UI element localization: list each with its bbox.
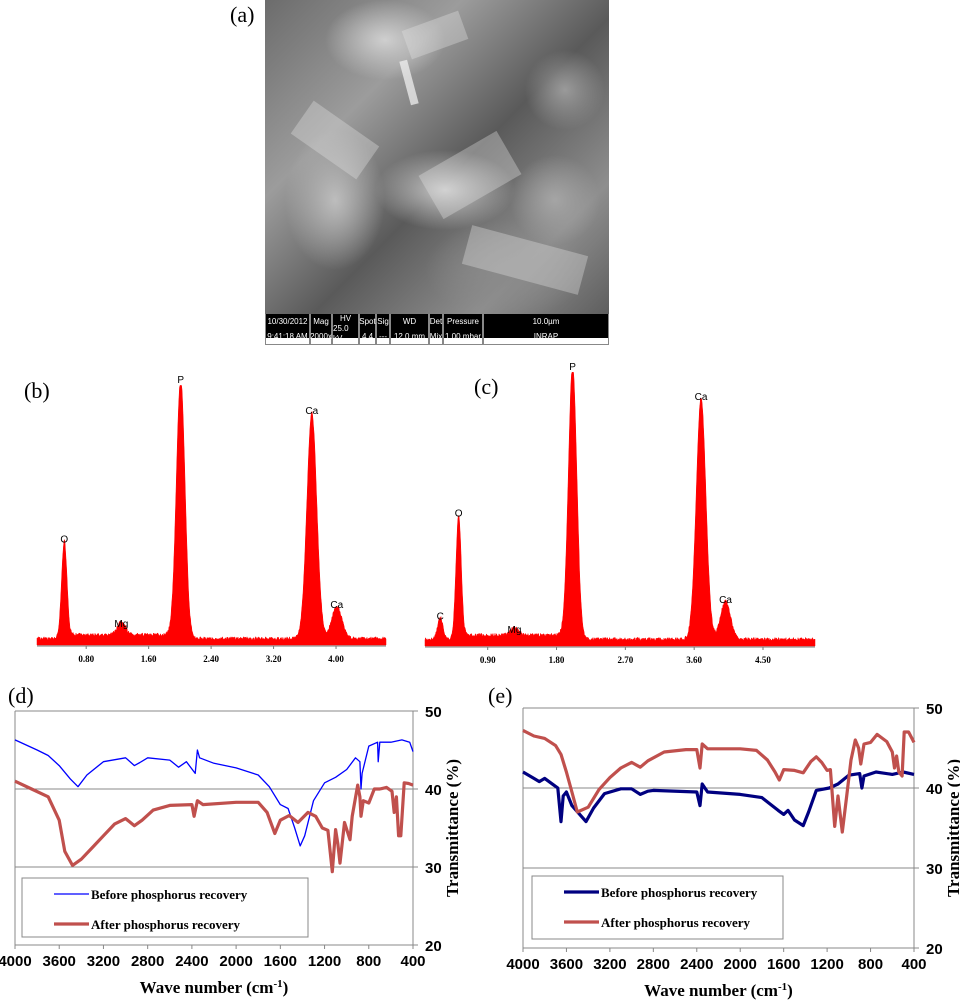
- x-tick-label: 2000: [724, 956, 757, 973]
- peak-label-ca: Ca: [695, 392, 708, 403]
- x-tick-label: 4000: [0, 953, 32, 970]
- peak-label-mg: Mg: [508, 625, 522, 636]
- x-tick-label: 3.60: [686, 655, 702, 665]
- peak-label-c: C: [437, 611, 444, 622]
- x-tick-label: 800: [356, 953, 381, 970]
- y-tick-label: 40: [926, 781, 943, 798]
- peak-label-ca: Ca: [719, 595, 732, 606]
- x-tick-label: 3.20: [266, 654, 282, 664]
- y-tick-label: 30: [425, 860, 442, 877]
- peak-label-p: P: [569, 362, 576, 373]
- series-line-before: [523, 772, 914, 826]
- x-tick-label: 2800: [131, 953, 164, 970]
- legend-label: After phosphorus recovery: [91, 917, 241, 932]
- x-tick-label: 1.60: [141, 654, 157, 664]
- legend-label: Before phosphorus recovery: [601, 885, 758, 900]
- superscript: -1: [273, 978, 282, 990]
- x-tick-label: 4.50: [755, 655, 771, 665]
- y-tick-label: 50: [926, 701, 943, 718]
- series-line-after: [15, 781, 413, 872]
- x-tick-label: 3200: [87, 953, 120, 970]
- y-tick-label: 30: [926, 861, 943, 878]
- x-tick-label: 3200: [593, 956, 626, 973]
- superscript: -1: [778, 981, 787, 993]
- x-tick-label: 1600: [767, 956, 800, 973]
- y-tick-label: 20: [926, 941, 943, 958]
- paren: ): [283, 978, 289, 997]
- x-tick-label: 3600: [43, 953, 76, 970]
- x-tick-label: 800: [858, 956, 883, 973]
- legend-label: After phosphorus recovery: [601, 915, 751, 930]
- y-tick-label: 20: [425, 938, 442, 955]
- y-tick-label: 50: [425, 704, 442, 721]
- x-tick-label: 400: [901, 956, 926, 973]
- paren: ): [787, 981, 793, 1000]
- x-tick-label: 2400: [175, 953, 208, 970]
- x-tick-label: 1200: [308, 953, 341, 970]
- x-tick-label: 1200: [810, 956, 843, 973]
- peak-label-ca: Ca: [330, 600, 343, 611]
- x-tick-label: 2400: [680, 956, 713, 973]
- x-tick-label: 400: [400, 953, 425, 970]
- peak-label-o: O: [455, 508, 463, 519]
- x-tick-label: 0.80: [78, 654, 94, 664]
- x-tick-label: 2800: [637, 956, 670, 973]
- x-tick-label: 2.70: [617, 655, 633, 665]
- x-tick-label: 2.40: [203, 654, 219, 664]
- y-axis-title: Transmittance (%): [443, 759, 462, 897]
- x-tick-label: 2000: [219, 953, 252, 970]
- y-axis-title: Transmittance (%): [944, 759, 960, 897]
- x-axis-title: Wave number (cm-1): [140, 978, 289, 997]
- x-tick-label: 1600: [264, 953, 297, 970]
- x-axis-title: Wave number (cm-1): [644, 981, 793, 1000]
- series-line-before: [15, 740, 413, 846]
- peak-label-o: O: [60, 534, 68, 545]
- y-tick-label: 40: [425, 782, 442, 799]
- x-tick-label: 1.80: [549, 655, 565, 665]
- peak-label-p: P: [177, 375, 184, 386]
- eds-spectrum-c: [425, 372, 815, 646]
- x-tick-label: 4000: [506, 956, 539, 973]
- legend-label: Before phosphorus recovery: [91, 887, 248, 902]
- x-tick-label: 0.90: [480, 655, 496, 665]
- x-tick-label: 3600: [550, 956, 583, 973]
- peak-label-mg: Mg: [114, 619, 128, 630]
- peak-label-ca: Ca: [305, 406, 318, 417]
- x-tick-label: 4.00: [328, 654, 344, 664]
